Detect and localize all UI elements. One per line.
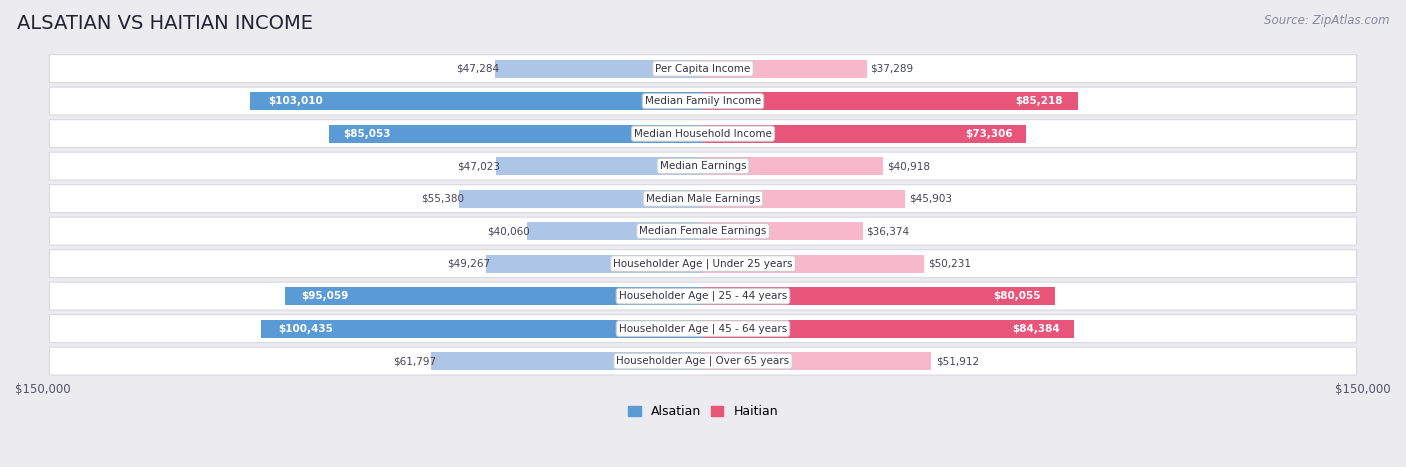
- Text: $100,435: $100,435: [278, 324, 333, 333]
- Text: $85,218: $85,218: [1015, 96, 1063, 106]
- Text: $95,059: $95,059: [301, 291, 349, 301]
- Bar: [703, 190, 905, 207]
- Text: $80,055: $80,055: [994, 291, 1042, 301]
- Bar: [703, 320, 1074, 338]
- Bar: [703, 125, 1025, 142]
- Text: $40,918: $40,918: [887, 161, 929, 171]
- Text: Median Family Income: Median Family Income: [645, 96, 761, 106]
- Bar: [496, 157, 703, 175]
- Bar: [703, 60, 868, 78]
- Bar: [527, 222, 703, 240]
- Text: $103,010: $103,010: [267, 96, 322, 106]
- Text: $40,060: $40,060: [488, 226, 530, 236]
- Bar: [329, 125, 703, 142]
- Bar: [284, 287, 703, 305]
- Text: $85,053: $85,053: [343, 128, 391, 139]
- Text: $45,903: $45,903: [910, 194, 952, 204]
- Bar: [703, 157, 883, 175]
- FancyBboxPatch shape: [49, 347, 1357, 375]
- Text: Householder Age | 45 - 64 years: Householder Age | 45 - 64 years: [619, 323, 787, 334]
- Text: $36,374: $36,374: [866, 226, 910, 236]
- Text: $61,797: $61,797: [394, 356, 436, 366]
- Legend: Alsatian, Haitian: Alsatian, Haitian: [623, 400, 783, 423]
- Text: ALSATIAN VS HAITIAN INCOME: ALSATIAN VS HAITIAN INCOME: [17, 14, 314, 33]
- Text: $73,306: $73,306: [965, 128, 1012, 139]
- Text: $47,284: $47,284: [456, 64, 499, 74]
- Bar: [703, 92, 1078, 110]
- FancyBboxPatch shape: [49, 152, 1357, 180]
- Text: $49,267: $49,267: [447, 259, 491, 269]
- Bar: [703, 352, 932, 370]
- Text: $37,289: $37,289: [870, 64, 914, 74]
- FancyBboxPatch shape: [49, 87, 1357, 115]
- FancyBboxPatch shape: [49, 217, 1357, 245]
- Text: $51,912: $51,912: [936, 356, 979, 366]
- FancyBboxPatch shape: [49, 250, 1357, 277]
- Bar: [703, 222, 863, 240]
- FancyBboxPatch shape: [49, 315, 1357, 343]
- Bar: [262, 320, 703, 338]
- Text: $47,023: $47,023: [457, 161, 501, 171]
- FancyBboxPatch shape: [49, 184, 1357, 212]
- Text: Median Earnings: Median Earnings: [659, 161, 747, 171]
- Text: Median Male Earnings: Median Male Earnings: [645, 194, 761, 204]
- Text: Householder Age | 25 - 44 years: Householder Age | 25 - 44 years: [619, 291, 787, 301]
- FancyBboxPatch shape: [49, 55, 1357, 83]
- Bar: [703, 255, 924, 273]
- FancyBboxPatch shape: [49, 120, 1357, 148]
- Text: $84,384: $84,384: [1012, 324, 1060, 333]
- Bar: [250, 92, 703, 110]
- Text: Per Capita Income: Per Capita Income: [655, 64, 751, 74]
- Bar: [432, 352, 703, 370]
- FancyBboxPatch shape: [49, 282, 1357, 310]
- Text: $55,380: $55,380: [422, 194, 464, 204]
- Text: Median Female Earnings: Median Female Earnings: [640, 226, 766, 236]
- Text: Median Household Income: Median Household Income: [634, 128, 772, 139]
- Bar: [460, 190, 703, 207]
- Text: Householder Age | Under 25 years: Householder Age | Under 25 years: [613, 258, 793, 269]
- Text: Householder Age | Over 65 years: Householder Age | Over 65 years: [616, 356, 790, 367]
- Text: Source: ZipAtlas.com: Source: ZipAtlas.com: [1264, 14, 1389, 27]
- Bar: [703, 287, 1056, 305]
- Text: $50,231: $50,231: [928, 259, 972, 269]
- Bar: [486, 255, 703, 273]
- Bar: [495, 60, 703, 78]
